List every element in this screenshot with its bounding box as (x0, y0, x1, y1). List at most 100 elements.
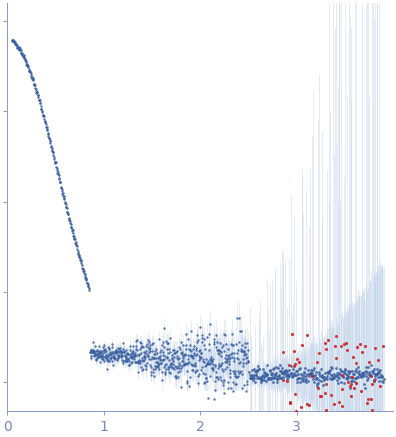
Point (76, 253, 83, 260)
Point (116, 349, 122, 356)
Point (283, 369, 289, 376)
Point (161, 343, 167, 350)
Point (191, 343, 198, 350)
Point (82, 275, 88, 282)
Point (145, 353, 151, 360)
Point (263, 371, 270, 378)
Point (199, 335, 206, 342)
Point (240, 355, 247, 362)
Point (160, 324, 167, 331)
Point (359, 349, 365, 356)
Point (114, 347, 120, 354)
Point (303, 375, 309, 382)
Point (272, 371, 278, 378)
Point (144, 340, 150, 347)
Point (224, 363, 230, 370)
Point (327, 367, 333, 374)
Point (93, 357, 99, 364)
Point (229, 341, 236, 348)
Point (121, 348, 127, 355)
Point (61, 194, 68, 201)
Point (29, 75, 35, 82)
Point (302, 364, 308, 371)
Point (248, 374, 255, 381)
Point (317, 392, 323, 399)
Point (350, 371, 356, 378)
Point (228, 351, 234, 358)
Point (377, 366, 384, 373)
Point (143, 350, 150, 357)
Point (347, 382, 353, 389)
Point (89, 348, 95, 355)
Point (332, 342, 338, 349)
Point (162, 368, 169, 375)
Point (106, 346, 112, 353)
Point (124, 357, 130, 364)
Point (33, 88, 39, 95)
Point (52, 160, 59, 167)
Point (78, 257, 85, 264)
Point (210, 361, 217, 368)
Point (249, 375, 255, 382)
Point (371, 371, 378, 378)
Point (146, 356, 152, 363)
Point (287, 369, 294, 376)
Point (96, 343, 102, 350)
Point (217, 340, 223, 347)
Point (204, 333, 210, 340)
Point (158, 357, 165, 364)
Point (296, 375, 303, 382)
Point (102, 345, 108, 352)
Point (135, 368, 141, 375)
Point (154, 363, 160, 370)
Point (276, 371, 282, 378)
Point (24, 61, 30, 68)
Point (140, 358, 147, 365)
Point (261, 373, 268, 380)
Point (88, 353, 95, 360)
Point (331, 375, 337, 382)
Point (118, 348, 124, 355)
Point (211, 387, 218, 394)
Point (255, 362, 261, 369)
Point (259, 376, 265, 383)
Point (263, 371, 269, 378)
Point (180, 352, 187, 359)
Point (347, 392, 354, 399)
Point (190, 345, 196, 352)
Point (72, 236, 78, 243)
Point (203, 374, 209, 381)
Point (244, 377, 250, 384)
Point (148, 356, 154, 363)
Point (81, 271, 88, 278)
Point (87, 349, 93, 356)
Point (165, 339, 171, 346)
Point (123, 353, 129, 360)
Point (264, 371, 270, 378)
Point (78, 257, 84, 264)
Point (177, 368, 183, 375)
Point (235, 356, 242, 363)
Point (228, 385, 234, 392)
Point (163, 361, 169, 368)
Point (48, 142, 54, 149)
Point (117, 352, 124, 359)
Point (209, 364, 215, 371)
Point (44, 129, 51, 136)
Point (376, 370, 383, 377)
Point (45, 131, 51, 138)
Point (179, 351, 185, 358)
Point (340, 372, 346, 379)
Point (205, 394, 211, 401)
Point (345, 378, 352, 385)
Point (176, 344, 183, 351)
Point (227, 370, 233, 377)
Point (245, 358, 251, 365)
Point (120, 345, 127, 352)
Point (225, 355, 232, 362)
Point (110, 348, 116, 355)
Point (234, 372, 241, 379)
Point (119, 357, 126, 364)
Point (213, 373, 219, 380)
Point (272, 369, 279, 376)
